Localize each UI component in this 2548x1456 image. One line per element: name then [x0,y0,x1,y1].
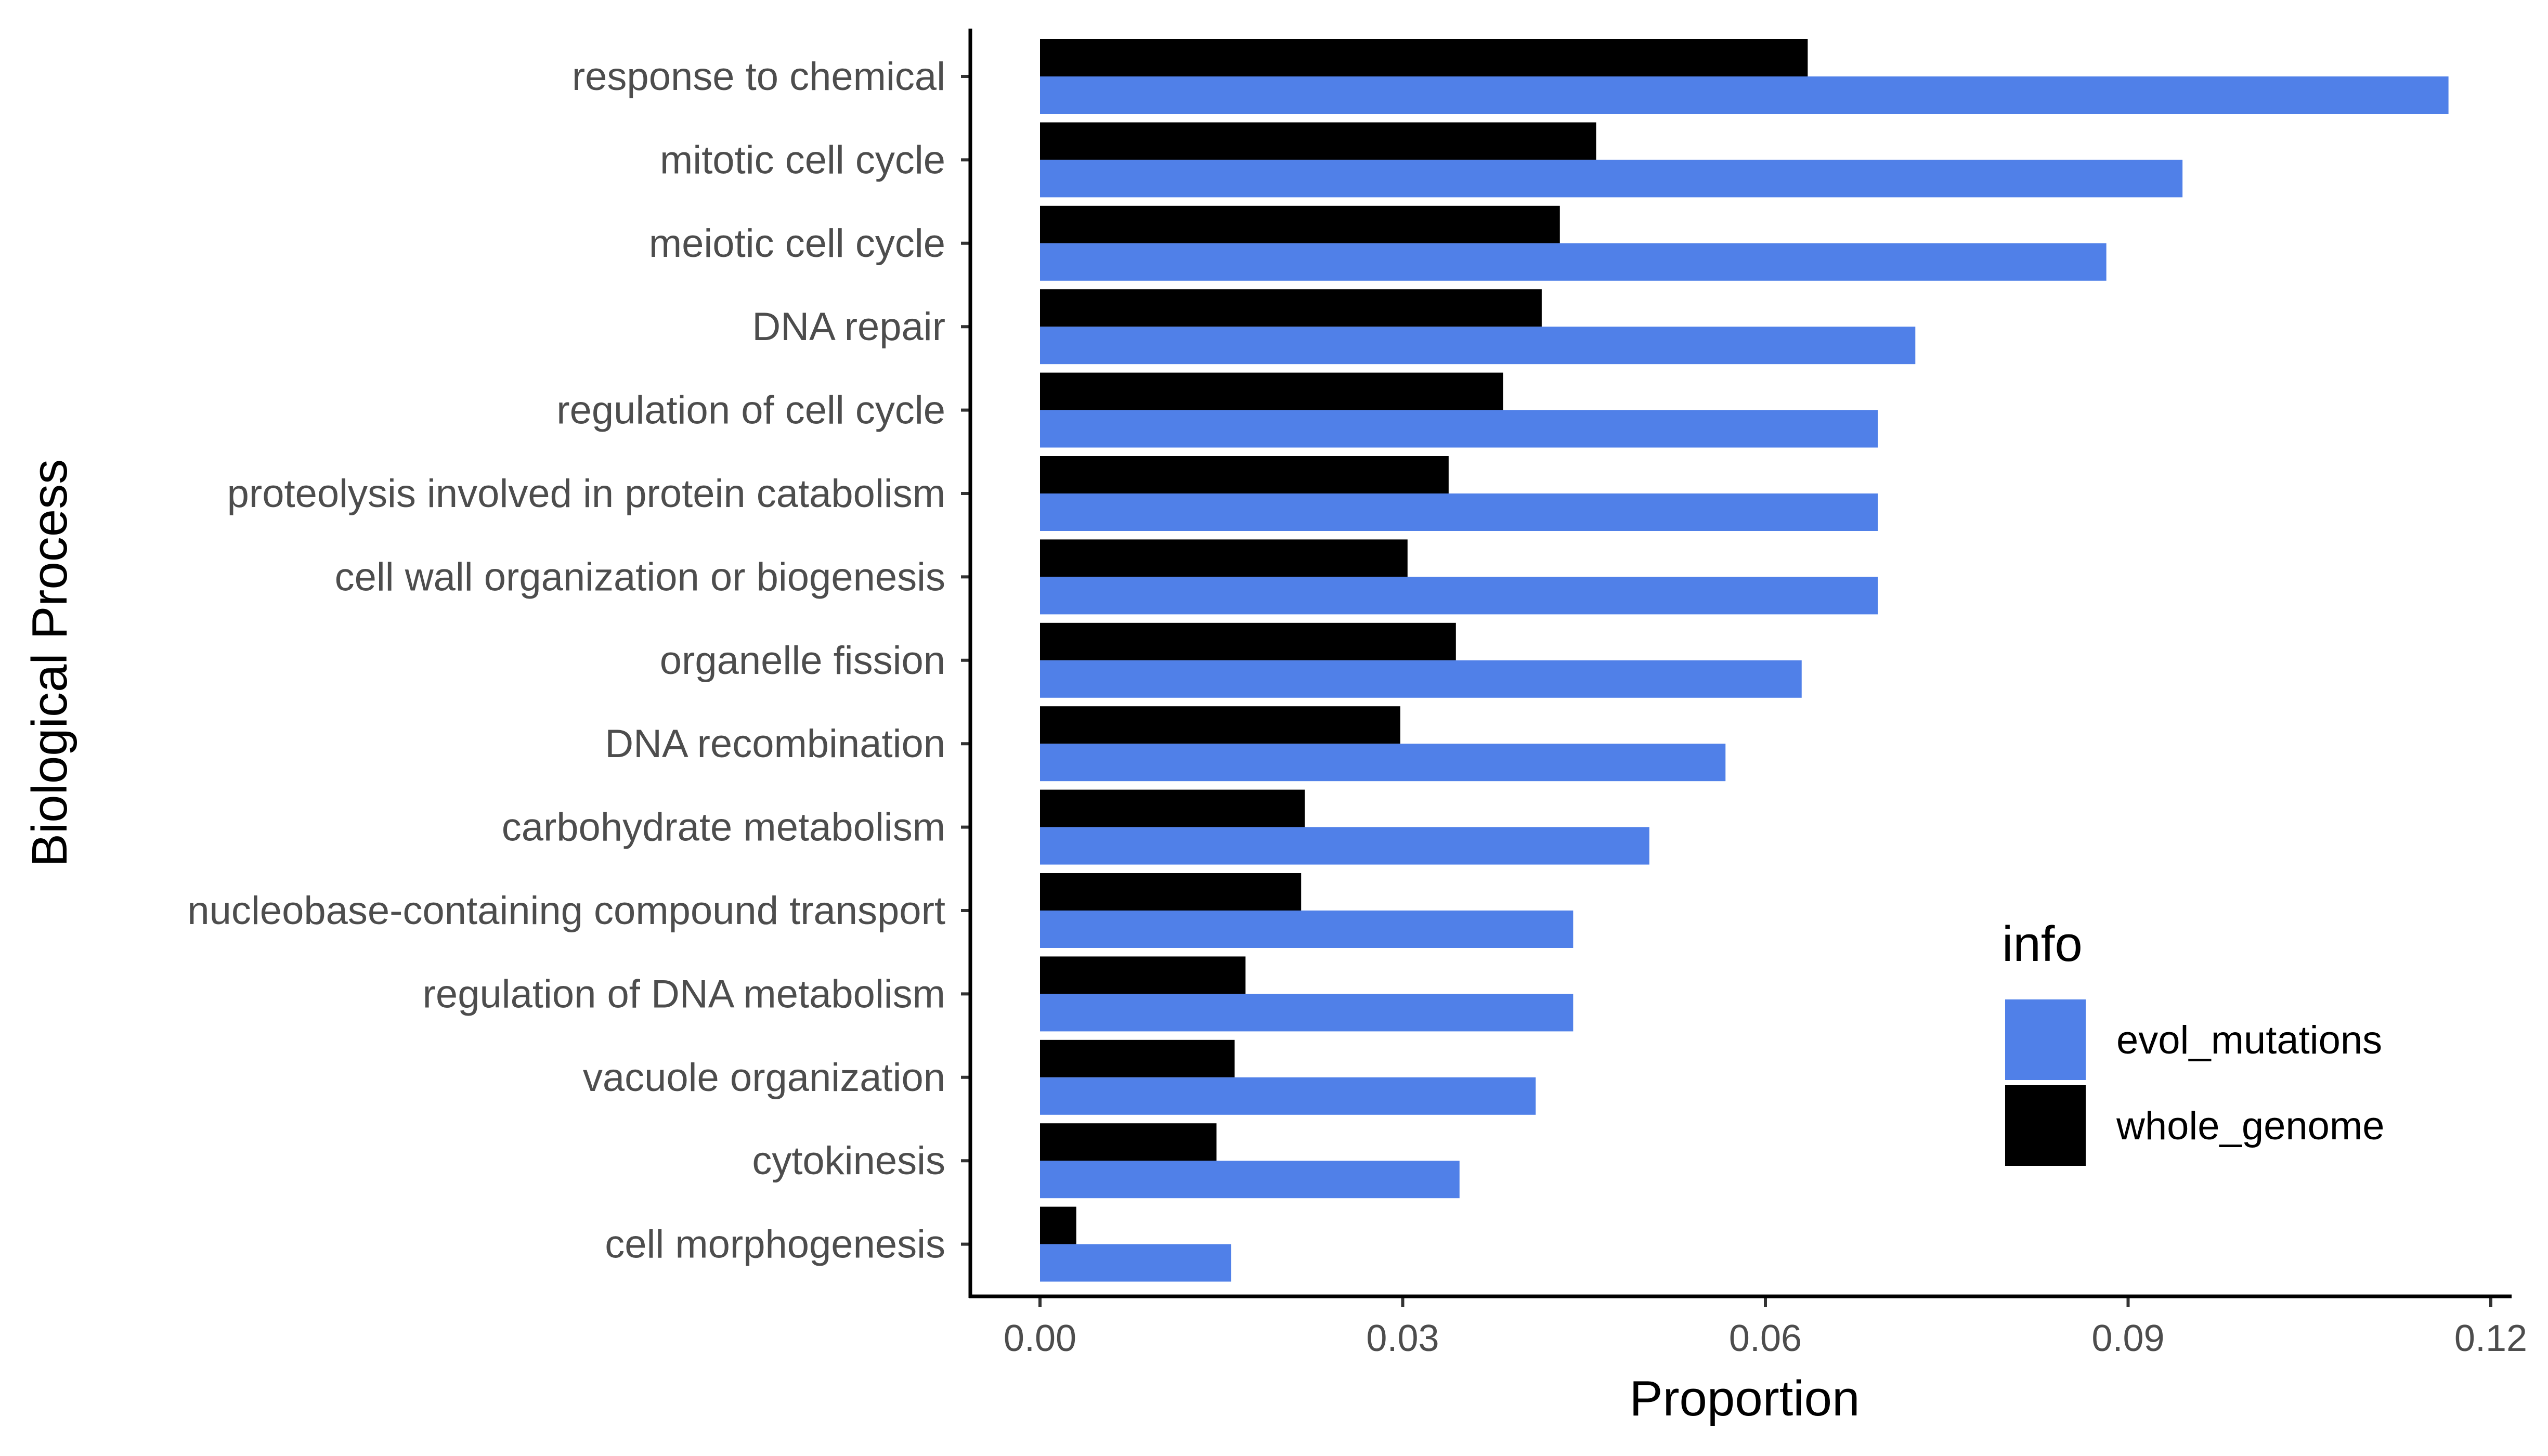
x-axis-title: Proportion [1630,1371,1860,1426]
x-tick-label-2: 0.06 [1729,1318,1802,1359]
bar-whole-genome-0 [1040,39,1808,76]
category-label-7: organelle fission [660,639,945,683]
category-label-5: proteolysis involved in protein cataboli… [227,472,945,516]
bar-whole-genome-3 [1040,289,1542,327]
bar-evol-mutations-10 [1040,911,1574,948]
category-label-1: mitotic cell cycle [660,138,945,182]
category-label-13: cytokinesis [752,1139,945,1183]
bar-evol-mutations-2 [1040,243,2107,281]
bar-evol-mutations-0 [1040,76,2449,114]
legend-label-evol-mutations: evol_mutations [2116,1018,2382,1062]
bar-evol-mutations-7 [1040,660,1802,698]
bar-evol-mutations-4 [1040,410,1878,448]
bar-evol-mutations-5 [1040,493,1878,531]
x-tick-label-3: 0.09 [2091,1318,2164,1359]
category-label-10: nucleobase-containing compound transport [187,889,945,933]
bar-evol-mutations-1 [1040,160,2183,198]
bar-whole-genome-6 [1040,539,1408,577]
bar-evol-mutations-9 [1040,827,1649,865]
category-label-2: meiotic cell cycle [649,222,945,266]
bar-whole-genome-5 [1040,456,1449,493]
legend-label-whole-genome: whole_genome [2116,1104,2385,1148]
category-label-6: cell wall organization or biogenesis [335,555,945,599]
category-label-14: cell morphogenesis [605,1223,945,1267]
category-label-11: regulation of DNA metabolism [423,972,945,1016]
bar-evol-mutations-12 [1040,1077,1536,1115]
category-label-4: regulation of cell cycle [556,388,945,433]
category-label-3: DNA repair [752,305,945,349]
legend-key-whole-genome [2005,1085,2086,1166]
bar-whole-genome-11 [1040,956,1246,994]
bar-evol-mutations-13 [1040,1161,1460,1199]
bar-whole-genome-1 [1040,122,1596,160]
category-label-12: vacuole organization [583,1056,945,1100]
x-tick-label-4: 0.12 [2454,1318,2527,1359]
bar-whole-genome-9 [1040,789,1305,827]
legend-title: info [2002,916,2083,972]
bar-evol-mutations-8 [1040,744,1726,782]
category-label-9: carbohydrate metabolism [502,805,945,850]
bar-whole-genome-13 [1040,1123,1217,1161]
bar-whole-genome-7 [1040,622,1456,660]
bar-whole-genome-12 [1040,1039,1235,1077]
category-labels: response to chemical mitotic cell cycle me… [187,55,945,1267]
bar-evol-mutations-6 [1040,577,1878,615]
legend: info evol_mutations whole_genome [2002,916,2385,1166]
bar-whole-genome-8 [1040,706,1400,744]
bar-evol-mutations-3 [1040,327,1916,365]
bar-whole-genome-2 [1040,205,1560,243]
x-tick-label-0: 0.00 [1004,1318,1076,1359]
bar-whole-genome-14 [1040,1206,1076,1244]
bar-evol-mutations-14 [1040,1244,1231,1282]
legend-key-evol-mutations [2005,999,2086,1080]
y-axis-title: Biological Process [22,459,77,867]
category-label-8: DNA recombination [605,722,945,766]
bar-evol-mutations-11 [1040,994,1574,1032]
category-label-0: response to chemical [572,55,945,99]
bar-whole-genome-10 [1040,873,1302,911]
bar-whole-genome-4 [1040,372,1503,410]
x-tick-label-1: 0.03 [1366,1318,1439,1359]
bars-group [1040,39,2449,1282]
x-axis-ticks: 0.00 0.03 0.06 0.09 0.12 [1004,1296,2527,1359]
